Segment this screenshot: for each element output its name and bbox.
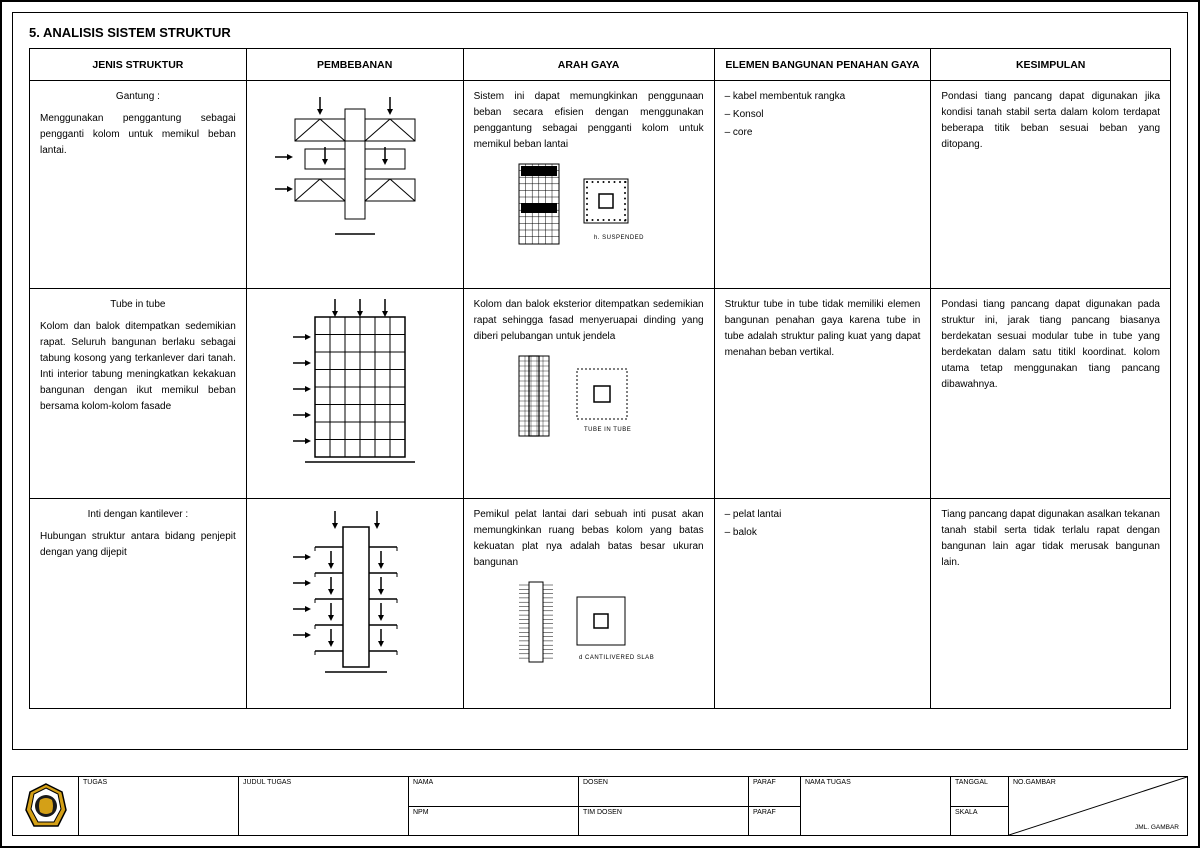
jenis-title: Tube in tube bbox=[40, 297, 236, 313]
table-header: ELEMEN BANGUNAN PENAHAN GAYA bbox=[714, 49, 931, 81]
list-item: Konsol bbox=[725, 107, 921, 123]
table-header: PEMBEBANAN bbox=[246, 49, 463, 81]
kesimpulan-text: Pondasi tiang pancang dapat digunakan pa… bbox=[941, 297, 1160, 393]
jenis-title: Gantung : bbox=[40, 89, 236, 105]
cell-kesimpulan: Tiang pancang dapat digunakan asalkan te… bbox=[931, 499, 1171, 709]
list-item: kabel membentuk rangka bbox=[725, 89, 921, 105]
svg-text:h. SUSPENDED: h. SUSPENDED bbox=[594, 235, 644, 241]
list-item: core bbox=[725, 125, 921, 141]
cell-jenis: Inti dengan kantilever : Hubungan struktu… bbox=[30, 499, 247, 709]
table-row: Gantung : Menggunakan penggantung sebagai… bbox=[30, 81, 1171, 289]
table-row: Tube in tube Kolom dan balok ditempatkan … bbox=[30, 289, 1171, 499]
jenis-body: Menggunakan penggantung sebagai penggant… bbox=[40, 111, 236, 159]
load-diagram-icon bbox=[257, 507, 453, 687]
tb-namatugas: NAMA TUGAS bbox=[801, 777, 951, 835]
arah-text: Pemikul pelat lantai dari sebuah inti pu… bbox=[474, 507, 704, 571]
titleblock: TUGAS JUDUL TUGAS NAMA NPM DOSEN TIM DOS… bbox=[12, 776, 1188, 836]
logo-cell bbox=[13, 777, 79, 835]
arah-text: Kolom dan balok eksterior ditempatkan se… bbox=[474, 297, 704, 345]
cell-elemen: pelat lantai balok bbox=[714, 499, 931, 709]
list-item: balok bbox=[725, 525, 921, 541]
cell-pembebanan bbox=[246, 81, 463, 289]
cell-kesimpulan: Pondasi tiang pancang dapat digunakan pa… bbox=[931, 289, 1171, 499]
jenis-body: Kolom dan balok ditempatkan sedemikian r… bbox=[40, 319, 236, 415]
load-diagram-icon bbox=[257, 297, 453, 477]
arah-text: Sistem ini dapat memungkinkan penggunaan… bbox=[474, 89, 704, 153]
cell-elemen: kabel membentuk rangka Konsol core bbox=[714, 81, 931, 289]
cell-elemen: Struktur tube in tube tidak memiliki ele… bbox=[714, 289, 931, 499]
cell-pembebanan bbox=[246, 499, 463, 709]
svg-text:d CANTILIVERED SLAB: d CANTILIVERED SLAB bbox=[579, 655, 654, 661]
list-item: pelat lantai bbox=[725, 507, 921, 523]
arah-diagram-icon: h. SUSPENDED bbox=[474, 159, 704, 249]
jenis-title: Inti dengan kantilever : bbox=[40, 507, 236, 523]
table-header: JENIS STRUKTUR bbox=[30, 49, 247, 81]
arah-diagram-icon: d CANTILIVERED SLAB bbox=[474, 577, 704, 667]
tb-paraf: PARAF PARAF bbox=[749, 777, 801, 835]
drawing-sheet: 5. ANALISIS SISTEM STRUKTUR JENIS STRUKT… bbox=[12, 12, 1188, 750]
tb-judul: JUDUL TUGAS bbox=[239, 777, 409, 835]
section-title: 5. ANALISIS SISTEM STRUKTUR bbox=[29, 25, 1171, 40]
cell-kesimpulan: Pondasi tiang pancang dapat digunakan ji… bbox=[931, 81, 1171, 289]
tb-nama-npm: NAMA NPM bbox=[409, 777, 579, 835]
cell-jenis: Tube in tube Kolom dan balok ditempatkan … bbox=[30, 289, 247, 499]
cell-arah: Sistem ini dapat memungkinkan penggunaan… bbox=[463, 81, 714, 289]
tb-tugas: TUGAS bbox=[79, 777, 239, 835]
tb-nogambar: NO.GAMBAR JML. GAMBAR bbox=[1009, 777, 1187, 835]
tb-tgl-skala: TANGGAL SKALA bbox=[951, 777, 1009, 835]
arah-diagram-icon: TUBE IN TUBE bbox=[474, 351, 704, 441]
table-header: KESIMPULAN bbox=[931, 49, 1171, 81]
table-header: ARAH GAYA bbox=[463, 49, 714, 81]
cell-arah: Pemikul pelat lantai dari sebuah inti pu… bbox=[463, 499, 714, 709]
jenis-body: Hubungan struktur antara bidang penjepit… bbox=[40, 529, 236, 561]
cell-pembebanan bbox=[246, 289, 463, 499]
table-row: Inti dengan kantilever : Hubungan struktu… bbox=[30, 499, 1171, 709]
svg-text:TUBE IN TUBE: TUBE IN TUBE bbox=[584, 427, 631, 433]
elemen-text: Struktur tube in tube tidak memiliki ele… bbox=[725, 297, 921, 361]
university-logo-icon bbox=[22, 782, 70, 830]
kesimpulan-text: Pondasi tiang pancang dapat digunakan ji… bbox=[941, 89, 1160, 153]
kesimpulan-text: Tiang pancang dapat digunakan asalkan te… bbox=[941, 507, 1160, 571]
cell-jenis: Gantung : Menggunakan penggantung sebagai… bbox=[30, 81, 247, 289]
tb-dosen: DOSEN TIM DOSEN bbox=[579, 777, 749, 835]
analysis-table: JENIS STRUKTURPEMBEBANANARAH GAYAELEMEN … bbox=[29, 48, 1171, 709]
cell-arah: Kolom dan balok eksterior ditempatkan se… bbox=[463, 289, 714, 499]
load-diagram-icon bbox=[257, 89, 453, 269]
